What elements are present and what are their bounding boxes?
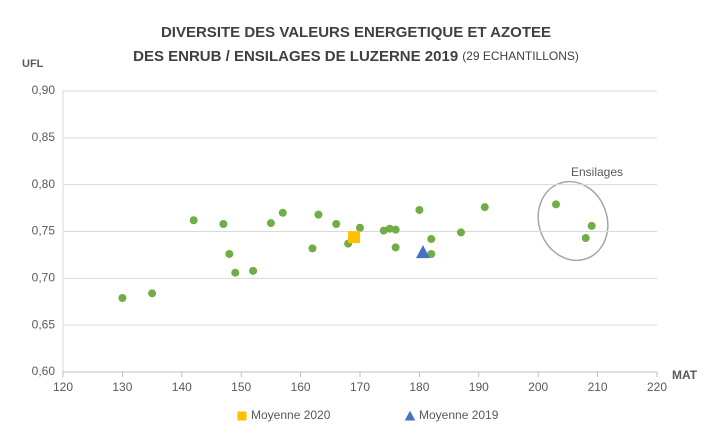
chart-title-line: DES ENRUB / ENSILAGES DE LUZERNE 2019 bbox=[133, 48, 458, 65]
point bbox=[427, 249, 436, 258]
y-tick-label: 0,90 bbox=[32, 83, 56, 97]
y-tick-label: 0,70 bbox=[32, 271, 56, 285]
x-tick-label: 130 bbox=[112, 380, 132, 394]
point bbox=[427, 234, 436, 243]
x-tick-label: 180 bbox=[409, 380, 429, 394]
annotation: Ensilages bbox=[571, 165, 623, 179]
y-tick-label: 0,75 bbox=[32, 224, 56, 238]
annotation-ellipse bbox=[537, 180, 609, 262]
x-tick-label: 220 bbox=[647, 380, 667, 394]
point bbox=[231, 268, 240, 277]
point bbox=[581, 234, 590, 243]
point bbox=[189, 216, 198, 225]
point bbox=[552, 200, 561, 209]
y-tick-label: 0,80 bbox=[32, 177, 56, 191]
point bbox=[480, 203, 489, 212]
x-tick-label: 190 bbox=[469, 380, 489, 394]
y-tick-label: 0,65 bbox=[32, 317, 56, 331]
x-tick-label: 140 bbox=[172, 380, 192, 394]
point bbox=[225, 249, 234, 258]
y-tick-label: 0,60 bbox=[32, 364, 56, 378]
point bbox=[415, 205, 424, 214]
point bbox=[148, 289, 157, 298]
point bbox=[587, 221, 596, 230]
x-tick-label: 150 bbox=[231, 380, 251, 394]
point bbox=[415, 245, 430, 259]
x-tick-label: 120 bbox=[53, 380, 73, 394]
legend-label: Moyenne 2019 bbox=[419, 408, 499, 422]
x-tick-label: 170 bbox=[350, 380, 370, 394]
legend-marker bbox=[404, 410, 416, 421]
point bbox=[314, 210, 323, 219]
point bbox=[348, 231, 361, 244]
point bbox=[118, 294, 127, 303]
point bbox=[332, 220, 341, 229]
y-tick-label: 0,85 bbox=[32, 130, 56, 144]
chart-title: DIVERSITE DES VALEURS ENERGETIQUE ET AZO… bbox=[161, 24, 551, 41]
x-tick-label: 210 bbox=[588, 380, 608, 394]
point bbox=[391, 243, 400, 252]
point bbox=[266, 219, 275, 228]
point bbox=[219, 220, 228, 229]
point bbox=[391, 225, 400, 234]
point bbox=[456, 228, 465, 237]
chart-subtitle: (29 ECHANTILLONS) bbox=[462, 49, 579, 63]
x-tick-label: 200 bbox=[528, 380, 548, 394]
x-tick-label: 160 bbox=[291, 380, 311, 394]
legend-label: Moyenne 2020 bbox=[251, 408, 331, 422]
point bbox=[308, 244, 317, 253]
x-axis-label: MAT bbox=[672, 368, 698, 382]
point bbox=[249, 266, 258, 275]
point bbox=[385, 224, 394, 233]
legend-marker bbox=[237, 411, 247, 421]
y-axis-label: UFL bbox=[22, 58, 44, 70]
chart-title: DES ENRUB / ENSILAGES DE LUZERNE 2019 (29… bbox=[133, 48, 579, 65]
point bbox=[278, 208, 287, 217]
point bbox=[356, 223, 364, 232]
